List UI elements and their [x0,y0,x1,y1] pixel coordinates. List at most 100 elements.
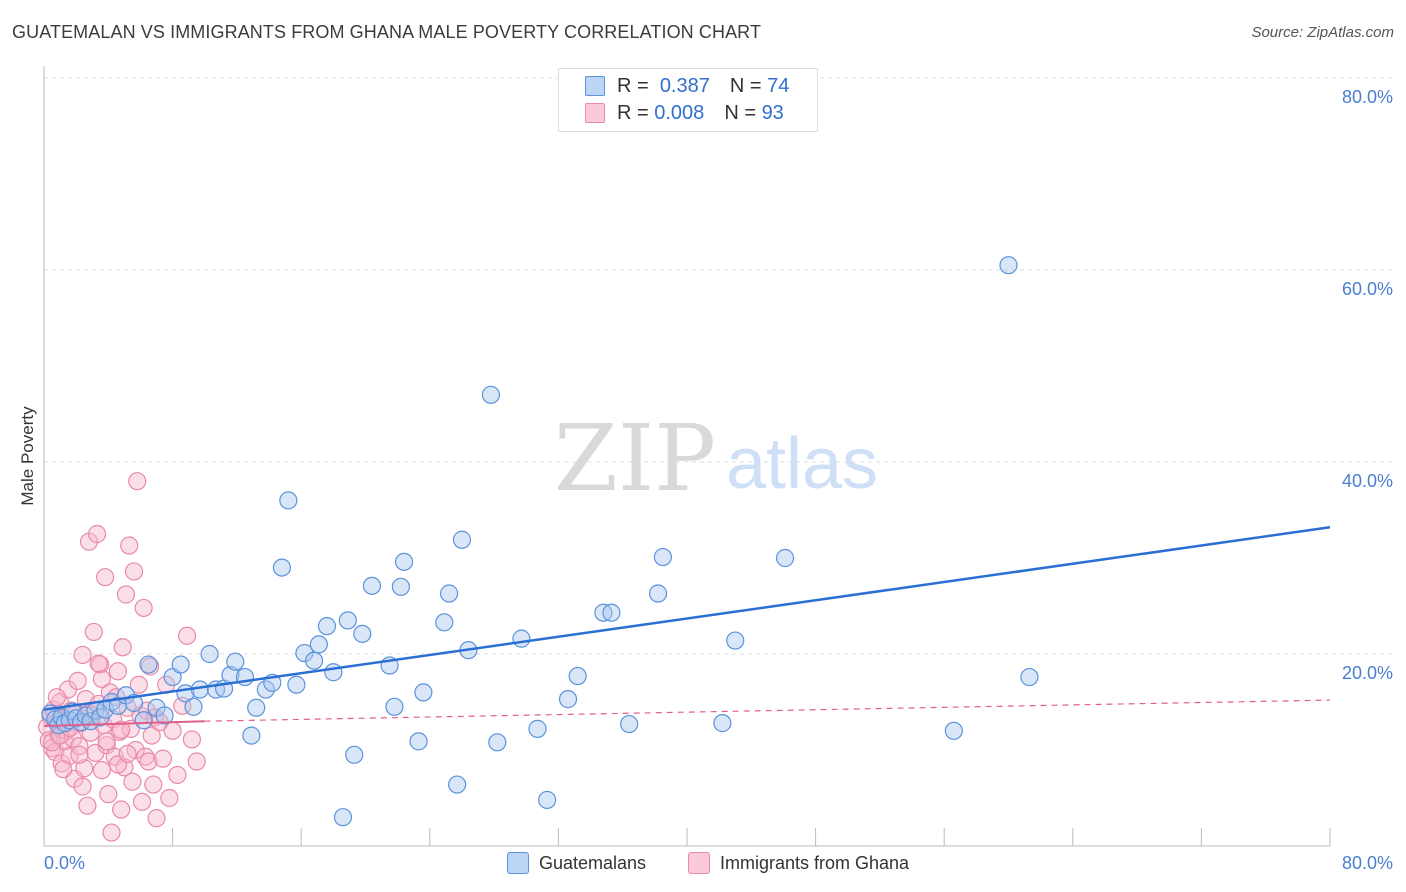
x-tick-label: 80.0% [1342,853,1393,873]
legend-r-value: 0.008 [654,101,705,124]
ghana-point [78,796,97,815]
legend-r-label: R = [617,74,649,97]
ghana-point [73,777,92,796]
guatemalan-point [558,690,578,709]
bottom-legend-swatch-pink [688,852,710,874]
axes [43,66,1331,847]
ghana-point [54,760,73,779]
ghana-point [118,744,137,763]
guatemalan-point [362,576,382,595]
legend-n-label: N = [724,101,756,124]
guatemalan-point [184,697,203,716]
bottom-legend-ghana[interactable]: Immigrants from Ghana [688,852,909,874]
ghana-point [129,675,148,694]
y-tick-label: 60.0% [1342,279,1393,299]
guatemalan-point [528,719,547,738]
chart-title: GUATEMALAN VS IMMIGRANTS FROM GHANA MALE… [12,22,762,42]
legend-n-label: N = [729,74,762,97]
ghana-point [153,749,173,768]
ghana-point [187,752,206,771]
ghana-point [87,524,107,544]
ghana-point [113,638,132,657]
ghana-point [102,823,121,842]
watermark-zip: ZIP [554,405,716,512]
guatemalan-point [481,385,500,404]
ghana-point [123,772,142,791]
legend-n-value: 74 [767,74,790,97]
ghana-point [47,688,66,707]
guatemalan-point [171,655,190,674]
guatemalan-point [279,491,298,510]
guatemalan-point [775,548,795,568]
ghana-trend-extension [204,699,1331,722]
guatemalan-point [602,603,621,622]
ghana-point [73,645,92,665]
guatemalan-point [200,644,219,664]
ghana-points [38,472,206,842]
legend-swatch-pink [585,103,605,123]
ghana-point [168,765,187,785]
source-label: Source: ZipAtlas.com [1251,24,1394,41]
legend-r-label: R = [617,101,649,124]
guatemalan-point [452,530,472,549]
guatemalan-point [139,655,158,674]
ghana-point [124,562,144,581]
ghana-point [108,662,128,681]
ghana-point [68,671,87,690]
ghana-point [132,792,152,811]
x-tick-label: 0.0% [44,853,85,873]
legend-row-ghana: R = 0.008 N = 93 [585,100,784,126]
guatemalan-point [134,711,153,730]
guatemalan-point [512,629,531,648]
guatemalan-point [256,680,275,699]
ghana-point [182,730,201,749]
legend-n-value: 93 [761,101,784,124]
guatemalan-point [414,683,433,702]
ghana-point [134,598,153,618]
ghana-point [75,759,94,778]
bottom-legend-guatemalans[interactable]: Guatemalans [507,852,646,874]
guatemalan-point [317,617,337,636]
ghana-point [177,626,197,645]
guatemalan-point [620,714,639,734]
guatemalan-point [46,710,65,729]
guatemalan-point [385,697,404,716]
ghana-point [84,622,103,642]
ghana-point [95,568,115,587]
watermark-atlas: atlas [726,424,878,504]
guatemalan-point [488,733,507,752]
guatemalan-point [155,706,174,725]
ghana-point [136,747,155,766]
ghana-point [163,721,182,740]
y-tick-label: 40.0% [1342,471,1393,491]
guatemalan-point [324,663,343,682]
ghana-point [92,669,111,689]
guatemalan-point [538,790,557,810]
guatemalan-point [287,675,306,694]
guatemalan-point [345,745,364,764]
ghana-point [70,745,89,764]
guatemalan-point [226,652,245,671]
ghana-point [142,726,161,745]
guatemalan-point [726,631,745,650]
guatemalan-point [435,613,454,632]
ghana-point [160,788,179,808]
ghana-point [121,719,140,738]
ghana-point [120,536,139,555]
guatemalan-trend-line [43,526,1331,711]
ghana-point [89,654,108,673]
ghana-point [92,761,111,780]
guatemalan-point [439,584,459,603]
ghana-point [116,585,136,604]
guatemalan-point [648,584,668,603]
ghana-point [147,809,166,828]
guatemalan-point [999,256,1018,275]
grid-lines [44,77,1392,655]
guatemalan-point [295,643,314,663]
guatemalan-point [568,666,587,686]
guatemalan-point [338,611,357,630]
ghana-point [91,655,110,674]
guatemalan-point [1020,667,1039,687]
guatemalan-point [448,775,467,794]
